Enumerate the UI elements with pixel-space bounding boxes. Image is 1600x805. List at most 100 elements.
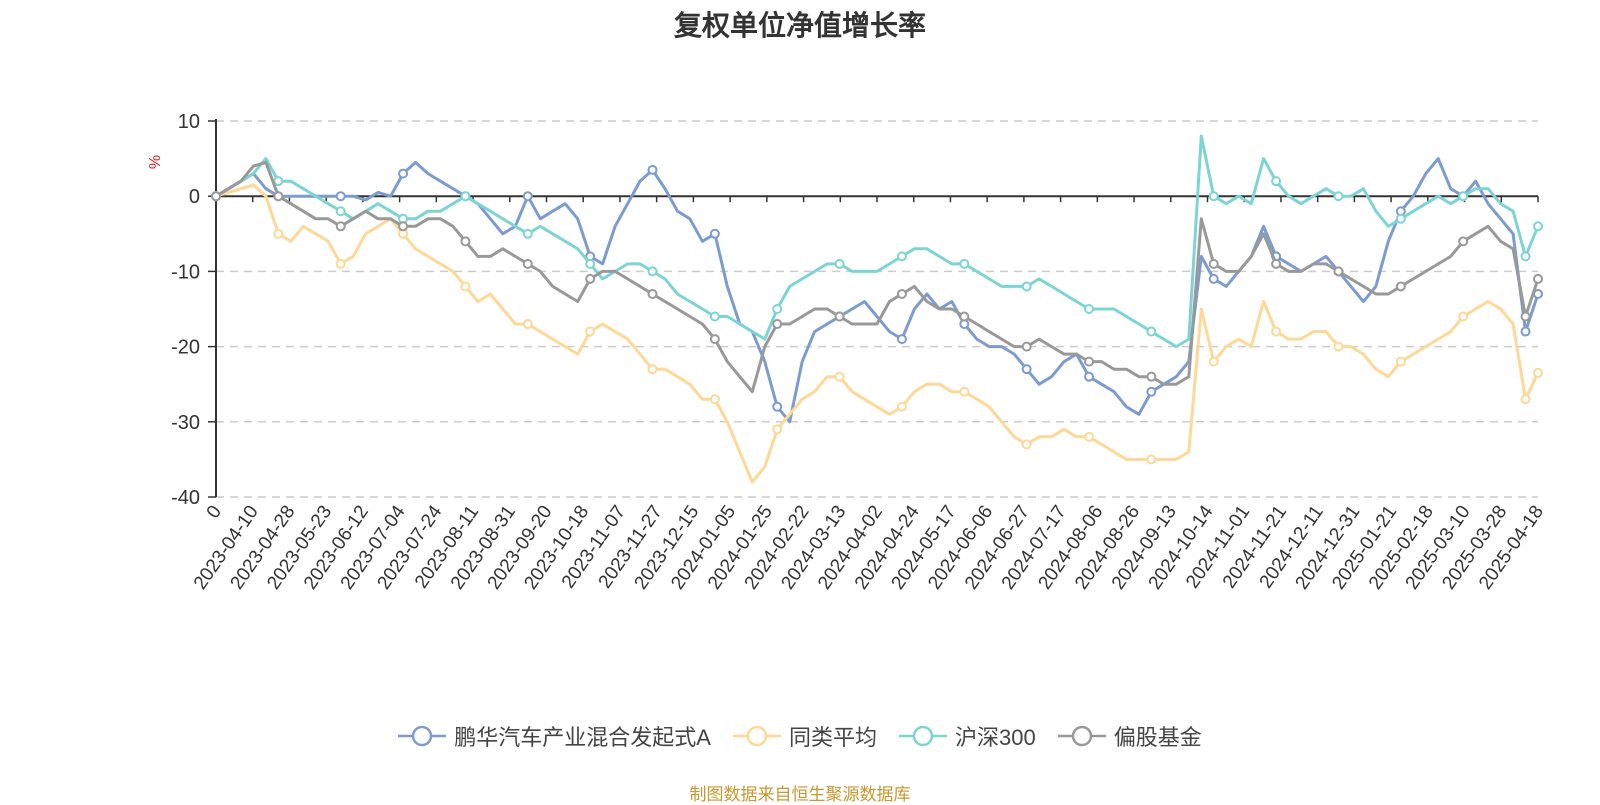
data-point (1520, 311, 1531, 322)
data-point (772, 424, 783, 435)
data-point (1333, 266, 1344, 277)
data-point (522, 319, 533, 330)
data-point (896, 334, 907, 345)
axes (208, 119, 1539, 498)
data-point (959, 258, 970, 269)
data-point (1533, 273, 1543, 284)
legend-line-marker-icon (732, 725, 781, 747)
y-tick-label: -40 (171, 487, 200, 509)
legend-item[interactable]: 偏股基金 (1057, 720, 1202, 752)
legend: 鹏华汽车产业混合发起式A 同类平均 沪深300 偏股基金 (0, 720, 1600, 752)
legend-line-marker-icon (398, 725, 447, 747)
data-point (1271, 258, 1282, 269)
data-point (1146, 371, 1157, 382)
x-tick-label: 0 (203, 502, 226, 523)
data-point (460, 191, 471, 202)
data-point (834, 311, 845, 322)
data-point (709, 311, 720, 322)
data-point (1084, 431, 1095, 442)
data-point (647, 164, 658, 175)
data-point (1021, 364, 1032, 375)
data-point (1084, 304, 1095, 314)
legend-label: 沪深300 (954, 725, 1036, 750)
data-point (1146, 386, 1157, 397)
chart-title: 复权单位净值增长率 (673, 10, 926, 41)
data-point (959, 386, 970, 397)
data-point (834, 258, 845, 269)
data-point (709, 334, 720, 345)
data-point (896, 401, 907, 412)
data-point (1208, 356, 1219, 367)
legend-item[interactable]: 同类平均 (732, 720, 877, 752)
axis-labels: 100-10-20-30-40%02023-04-102023-04-28202… (147, 111, 1548, 593)
data-point (398, 168, 409, 179)
data-point (335, 191, 346, 202)
data-point (585, 273, 596, 284)
data-point (647, 288, 658, 299)
data-point (772, 401, 783, 412)
data-point (709, 228, 720, 239)
legend-line-marker-icon (1057, 725, 1106, 747)
data-point (1533, 221, 1543, 232)
data-point (1520, 326, 1531, 337)
data-point (1333, 191, 1344, 202)
data-point (335, 206, 346, 217)
series-lines (211, 134, 1543, 484)
data-point (834, 371, 845, 382)
data-point (522, 258, 533, 269)
legend-line-marker-icon (898, 725, 947, 747)
series-line-1 (215, 183, 1540, 484)
data-point (772, 304, 783, 314)
legend-label: 偏股基金 (1113, 725, 1202, 750)
data-point (1146, 454, 1157, 465)
legend-item[interactable]: 鹏华汽车产业混合发起式A (398, 720, 711, 752)
series-line-0 (215, 157, 1540, 424)
legend-label: 鹏华汽车产业混合发起式A (454, 725, 711, 750)
data-point (1533, 367, 1543, 378)
data-point (1395, 281, 1406, 292)
data-point (335, 258, 346, 269)
data-point (1146, 326, 1157, 337)
data-point (1271, 326, 1282, 337)
data-point (273, 228, 284, 239)
legend-item[interactable]: 沪深300 (898, 720, 1036, 752)
data-point (1271, 176, 1282, 187)
data-point (1520, 394, 1531, 405)
data-point (1333, 341, 1344, 352)
series-line-2 (215, 134, 1540, 349)
data-point (1021, 439, 1032, 450)
data-point (522, 228, 533, 239)
data-point (335, 221, 346, 232)
data-point (1395, 356, 1406, 367)
data-point (1084, 356, 1095, 367)
data-point (896, 288, 907, 299)
data-point (1208, 191, 1219, 202)
data-point (460, 236, 471, 247)
y-tick-label: -20 (171, 337, 200, 359)
y-axis-label: % (147, 155, 164, 169)
data-point (1395, 213, 1406, 224)
y-tick-label: 10 (178, 111, 200, 133)
source-note: 制图数据来自恒生聚源数据库 (689, 785, 911, 804)
y-tick-label: 0 (189, 186, 200, 208)
data-point (585, 326, 596, 337)
data-point (1458, 236, 1469, 247)
y-tick-label: -10 (171, 261, 200, 283)
data-point (273, 176, 284, 187)
data-point (896, 251, 907, 262)
y-tick-label: -30 (171, 412, 200, 434)
data-point (1208, 273, 1219, 284)
data-point (460, 281, 471, 292)
data-point (1458, 311, 1469, 322)
data-point (772, 319, 783, 330)
data-point (709, 394, 720, 405)
data-point (273, 191, 284, 202)
data-point (1458, 191, 1469, 202)
data-point (1208, 258, 1219, 269)
data-point (647, 364, 658, 375)
data-point (647, 266, 658, 277)
data-point (585, 258, 596, 269)
data-point (1084, 371, 1095, 382)
data-point (398, 221, 409, 232)
